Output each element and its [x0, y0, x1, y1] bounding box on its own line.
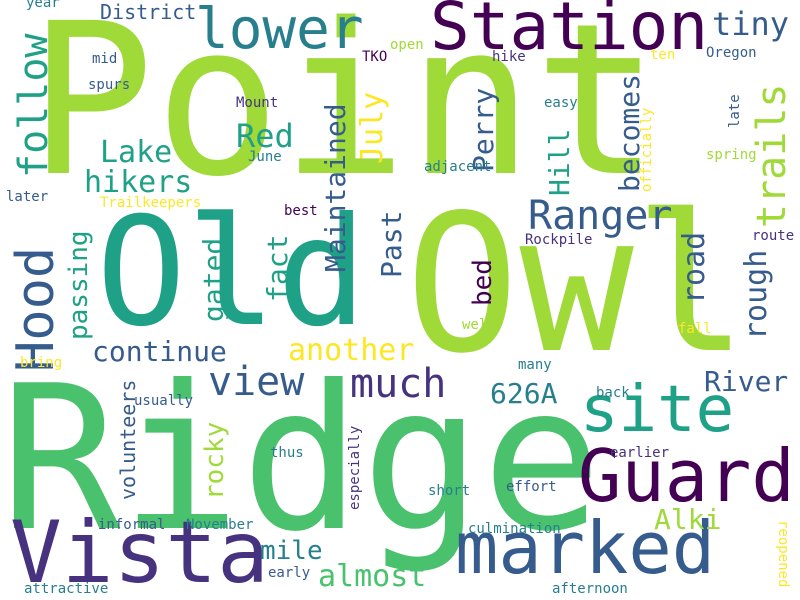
word-attractive: attractive — [24, 581, 109, 597]
word-oregon: Oregon — [706, 45, 757, 61]
word-district: District — [100, 0, 197, 24]
word-bed: bed — [468, 259, 498, 306]
word-usually: usually — [134, 393, 194, 409]
word-lower: lower — [195, 0, 364, 62]
word-effort: effort — [506, 479, 557, 495]
word-continue: continue — [92, 335, 227, 368]
word-alki: Alki — [654, 503, 722, 536]
word-july: July — [355, 91, 390, 164]
word-november: November — [186, 517, 254, 533]
word-hikers: hikers — [84, 165, 193, 200]
word-owl: Owl — [405, 174, 749, 395]
word-best: best — [284, 203, 318, 219]
word-route: route — [752, 228, 795, 244]
word-trailkeepers: Trailkeepers — [100, 195, 202, 211]
word-hike: hike — [492, 49, 526, 65]
word-well: well — [462, 317, 496, 333]
word-almost: almost — [318, 559, 427, 594]
word-many: many — [518, 357, 552, 373]
word-vista: Vista — [10, 503, 269, 600]
word-marked: marked — [455, 506, 716, 590]
word-ranger: Ranger — [528, 193, 673, 239]
word-afternoon: afternoon — [552, 581, 628, 597]
word-late: late — [727, 94, 743, 128]
word-informal: informal — [98, 517, 166, 533]
word-june: June — [248, 149, 282, 165]
word-adjacent: adjacent — [424, 159, 492, 175]
word-earlier: earlier — [610, 445, 670, 461]
word-fact: fact — [261, 234, 294, 302]
word-early: early — [268, 565, 311, 581]
word-much: much — [350, 361, 447, 407]
word-passing: passing — [64, 230, 94, 340]
word-spurs: spurs — [88, 77, 131, 93]
word-mid: mid — [92, 51, 118, 67]
word-old: Old — [96, 186, 367, 360]
word-back: back — [596, 385, 630, 401]
word-ten: ten — [650, 47, 676, 63]
word-626a: 626A — [490, 377, 558, 410]
word-site: site — [580, 373, 735, 447]
word-short: short — [428, 483, 471, 499]
word-rockpile: Rockpile — [525, 232, 593, 248]
word-lake: Lake — [100, 135, 173, 170]
word-rough: rough — [739, 249, 774, 340]
word-later: later — [6, 189, 49, 205]
word-hill: Hill — [543, 128, 576, 196]
word-fall: fall — [678, 321, 712, 337]
word-especially: especially — [347, 425, 363, 510]
word-gated: gated — [197, 237, 230, 322]
word-point: Point — [28, 0, 661, 223]
word-tko: TKO — [362, 49, 388, 65]
word-ridge: Ridge — [0, 343, 603, 576]
word-rocky: rocky — [200, 421, 230, 500]
word-reopened: reopened — [775, 520, 791, 588]
word-tiny: tiny — [712, 5, 790, 43]
word-spring: spring — [706, 147, 757, 163]
word-guard: Guard — [578, 434, 795, 518]
word-hood: Hood — [6, 246, 66, 372]
word-officially: officially — [639, 107, 655, 192]
word-mount: Mount — [236, 95, 279, 111]
word-trails: trails — [749, 83, 795, 229]
word-past: Past — [375, 210, 408, 278]
word-red: Red — [236, 117, 294, 155]
word-road: road — [677, 231, 712, 304]
word-maintained: Maintained — [319, 103, 352, 272]
word-open: open — [390, 37, 424, 53]
word-river: River — [704, 365, 789, 398]
word-culmination: culmination — [468, 521, 561, 537]
word-another: another — [288, 333, 415, 368]
word-follow: follow — [11, 33, 57, 179]
word-station: Station — [430, 0, 709, 65]
word-mile: mile — [260, 536, 323, 566]
word-view: view — [208, 359, 305, 405]
word-year: year — [26, 0, 60, 11]
word-thus: thus — [270, 445, 304, 461]
word-easy: easy — [544, 95, 578, 111]
word-bring: bring — [20, 355, 63, 371]
